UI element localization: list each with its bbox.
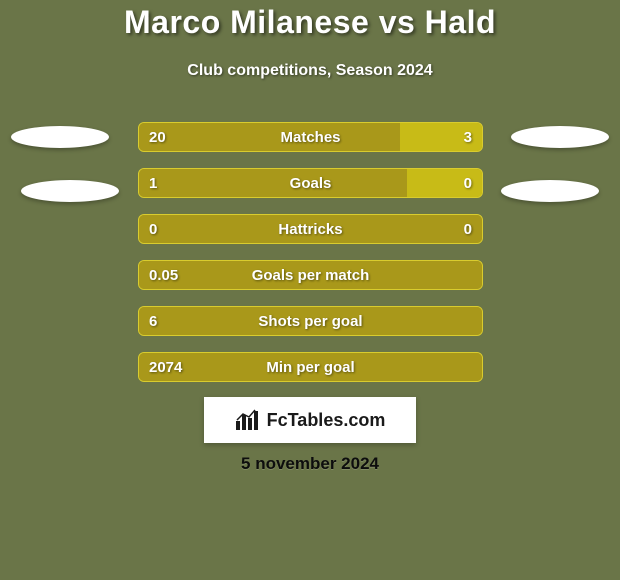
stat-bar-left (139, 123, 400, 151)
right-player-shape-1 (511, 126, 609, 148)
stat-row: 6Shots per goal (138, 306, 483, 336)
brand-text: FcTables.com (267, 410, 386, 431)
stat-bar-left (139, 169, 407, 197)
date-text: 5 november 2024 (0, 454, 620, 474)
stat-bar-left (139, 215, 482, 243)
left-player-shape-2 (21, 180, 119, 202)
brand-box: FcTables.com (204, 397, 416, 443)
stat-row: 203Matches (138, 122, 483, 152)
stat-value-left: 6 (139, 307, 167, 335)
comparison-infographic: Marco Milanese vs Hald Club competitions… (0, 0, 620, 580)
stat-row: 2074Min per goal (138, 352, 483, 382)
stat-value-left: 0.05 (139, 261, 188, 289)
left-player-shape-1 (11, 126, 109, 148)
brand-bars-icon (235, 409, 261, 431)
subtitle: Club competitions, Season 2024 (0, 62, 620, 80)
stat-rows: 203Matches10Goals00Hattricks0.05Goals pe… (138, 122, 483, 398)
right-player-shape-2 (501, 180, 599, 202)
stat-value-left: 20 (139, 123, 176, 151)
stat-value-right: 0 (454, 215, 482, 243)
stat-value-left: 2074 (139, 353, 192, 381)
stat-row: 00Hattricks (138, 214, 483, 244)
stat-bar-left (139, 307, 482, 335)
stat-bar-left (139, 261, 482, 289)
stat-value-left: 0 (139, 215, 167, 243)
stat-value-left: 1 (139, 169, 167, 197)
stat-value-right: 3 (454, 123, 482, 151)
stat-row: 0.05Goals per match (138, 260, 483, 290)
stat-value-right: 0 (454, 169, 482, 197)
page-title: Marco Milanese vs Hald (0, 4, 620, 41)
stat-row: 10Goals (138, 168, 483, 198)
